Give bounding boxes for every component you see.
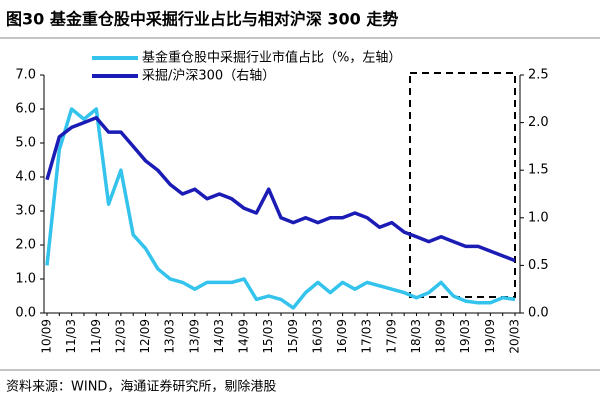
y2-tick-label: 1.0 [528,210,549,225]
y2-tick-label: 0.0 [528,306,549,321]
x-tick-label: 11/03 [64,319,78,354]
y2-tick-label: 0.5 [528,258,549,273]
chart-title: 图30 基金重仓股中采掘行业占比与相对沪深 300 走势 [6,10,398,29]
x-tick-label: 12/09 [138,319,152,354]
legend-label: 基金重仓股中采掘行业市值占比（%，左轴） [142,50,401,66]
x-tick-label: 15/09 [286,319,300,354]
y-tick-label: 0.0 [15,306,36,321]
x-tick-label: 15/03 [261,319,275,354]
y-tick-label: 5.0 [15,136,36,151]
x-tick-label: 13/03 [163,319,177,354]
series-line [45,116,516,263]
y2-tick-label: 2.0 [528,115,549,130]
x-tick-label: 19/03 [458,319,472,354]
y-tick-label: 2.0 [15,238,36,253]
y2-tick-label: 2.5 [528,68,549,83]
y2-tick-label: 1.5 [528,163,549,178]
x-tick-label: 16/03 [310,319,324,354]
x-tick-label: 10/09 [40,319,54,354]
y-tick-label: 7.0 [15,68,36,83]
y-tick-label: 3.0 [15,204,36,219]
x-tick-label: 13/09 [187,319,201,354]
x-tick-label: 14/09 [237,319,251,354]
x-tick-label: 14/03 [212,319,226,354]
x-tick-label: 17/09 [384,319,398,354]
y-tick-label: 1.0 [15,272,36,287]
series-line [45,107,516,310]
x-tick-label: 12/03 [113,319,127,354]
x-tick-label: 17/03 [360,319,374,354]
x-tick-label: 19/09 [483,319,497,354]
x-tick-label: 16/09 [335,319,349,354]
legend-label: 采掘/沪深300（右轴） [142,68,275,84]
x-tick-label: 11/09 [89,319,103,354]
y-tick-label: 6.0 [15,102,36,117]
y-tick-label: 4.0 [15,170,36,185]
x-tick-label: 20/03 [508,319,522,354]
source: 资料来源：WIND，海通证券研究所，剔除港股 [6,379,276,395]
x-tick-label: 18/09 [434,319,448,354]
highlight-box [409,72,516,298]
x-tick-label: 18/03 [409,319,423,354]
